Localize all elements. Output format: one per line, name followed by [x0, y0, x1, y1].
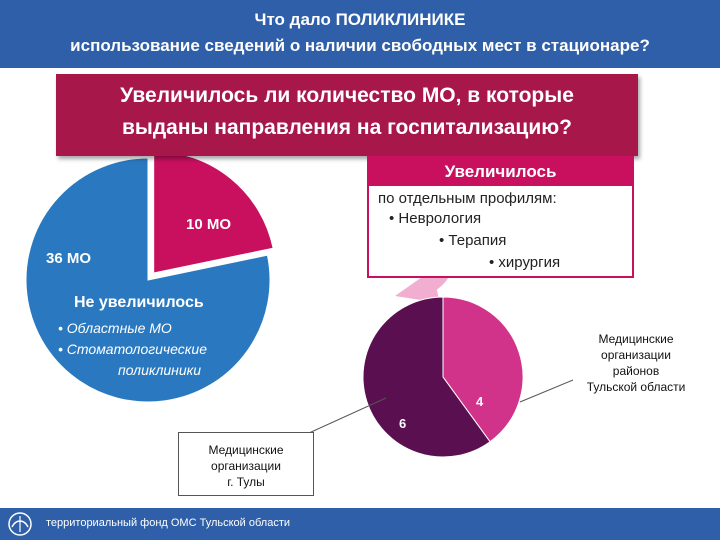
label-small-4: 4	[476, 394, 484, 409]
slice-city	[362, 296, 491, 458]
slice-increased	[153, 150, 274, 274]
callout-city: Медицинские организации г. Тулы	[178, 432, 314, 496]
question-banner: Увеличилось ли количество МО, в которые …	[56, 74, 638, 156]
question-line2: выданы направления на госпитализацию?	[121, 116, 573, 139]
callout-districts-line1: Медицинские	[598, 332, 674, 346]
callout-city-line2: организации	[211, 459, 281, 473]
callout-districts-line3: районов	[612, 364, 660, 378]
increased-item-2: • Терапия	[439, 232, 507, 249]
callout-city-line3: г. Тулы	[227, 475, 265, 489]
not-increased-item-3: поликлиники	[118, 362, 202, 378]
header-title-line1: Что дало ПОЛИКЛИНИКЕ	[254, 10, 466, 29]
small-pie-chart	[362, 296, 524, 458]
increased-box: Увеличилось по отдельным профилям: • Нев…	[367, 156, 634, 278]
label-10-mo: 10 МО	[186, 216, 232, 233]
not-increased-item-1: • Областные МО	[58, 320, 172, 336]
callout-districts-line4: Тульской области	[586, 380, 686, 394]
label-36-mo: 36 МО	[46, 250, 92, 267]
question-line1: Увеличилось ли количество МО, в которые	[120, 84, 574, 107]
footer-bar: территориальный фонд ОМС Тульской област…	[0, 508, 720, 540]
header-bar: Что дало ПОЛИКЛИНИКЕ использование сведе…	[0, 0, 720, 68]
label-small-6: 6	[399, 416, 407, 431]
increased-subtitle: по отдельным профилям:	[378, 190, 557, 207]
increased-item-1: • Неврология	[389, 210, 482, 227]
fund-logo-icon	[8, 512, 32, 536]
footer-text: территориальный фонд ОМС Тульской област…	[46, 517, 290, 529]
callout-line-districts	[519, 379, 574, 403]
slice-districts	[442, 296, 524, 443]
header-title-line2: использование сведений о наличии свободн…	[70, 36, 650, 55]
arrow-head	[395, 270, 440, 303]
not-increased-title: Не увеличилось	[74, 294, 204, 311]
increased-item-3: • хирургия	[489, 254, 561, 271]
slice-not-increased	[25, 157, 271, 403]
callout-city-line1: Медицинские	[208, 443, 284, 457]
callout-districts-line2: организации	[601, 348, 671, 362]
increased-title: Увеличилось	[369, 158, 632, 186]
not-increased-item-2: • Стоматологические	[58, 341, 207, 357]
